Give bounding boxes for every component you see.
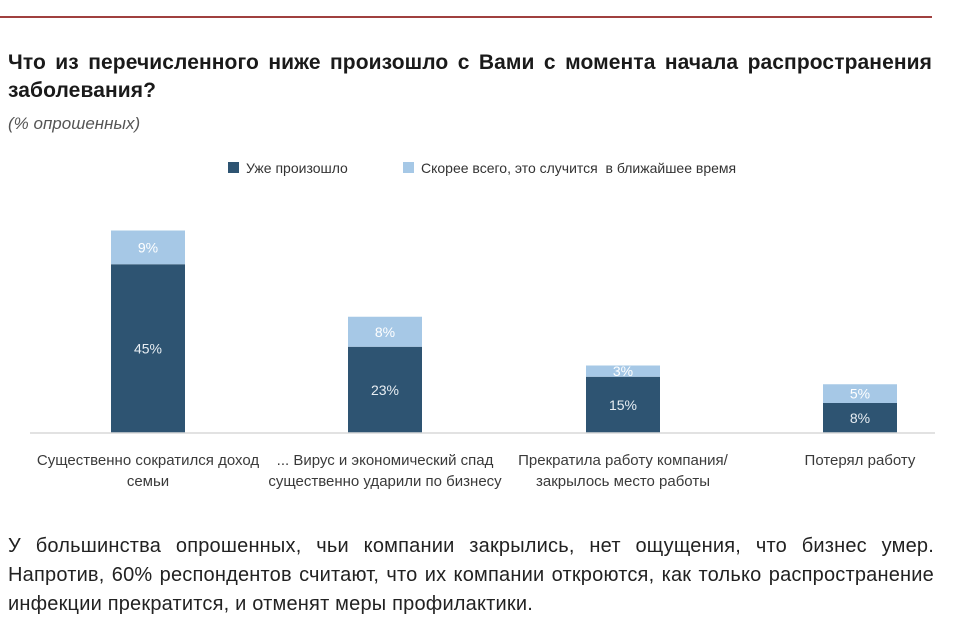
data-label-series-1-cat-3: 5% [850,386,870,402]
x-tick-label-2: Прекратила работу компания/закрылось мес… [518,452,728,490]
data-label-series-0-cat-1: 23% [371,382,399,398]
bar-series-1-cat-2 [586,365,660,377]
bar-series-0-cat-3 [823,403,897,433]
data-label-series-1-cat-2: 3% [613,363,633,379]
chart-legend: Уже произошло Скорее всего, это случится… [228,160,736,176]
x-tick-label-1: ... Вирус и экономический спад существен… [268,452,502,490]
page-title: Что из перечисленного ниже произошло с В… [8,51,932,102]
bar-series-1-cat-0 [111,230,185,265]
x-tick-label-0: Существенно сократился доход семьи [36,452,260,490]
data-label-series-0-cat-2: 15% [609,397,637,413]
page-subtitle: (% опрошенных) [8,114,141,133]
data-label-series-1-cat-0: 9% [138,239,158,255]
legend-label-series-1: Скорее всего, это случится в ближайшее в… [421,160,736,176]
data-label-series-1-cat-1: 8% [375,324,395,340]
bar-series-0-cat-2 [586,376,660,433]
top-rule [0,16,932,18]
bar-series-0-cat-0 [111,264,185,433]
legend-label-series-0: Уже произошло [246,160,348,176]
bar-series-0-cat-1 [348,346,422,433]
legend-swatch-series-0 [228,162,239,173]
footer-text: У большинства опрошенных, чьи компании з… [8,535,934,615]
data-label-series-0-cat-0: 45% [134,341,162,357]
x-tick-label-3: Потерял работу [804,452,916,469]
legend-swatch-series-1 [403,162,414,173]
stacked-bar-chart: Уже произошло Скорее всего, это случится… [30,160,935,434]
bar-series-1-cat-1 [348,316,422,347]
data-label-series-0-cat-3: 8% [850,410,870,426]
bar-series-1-cat-3 [823,384,897,403]
